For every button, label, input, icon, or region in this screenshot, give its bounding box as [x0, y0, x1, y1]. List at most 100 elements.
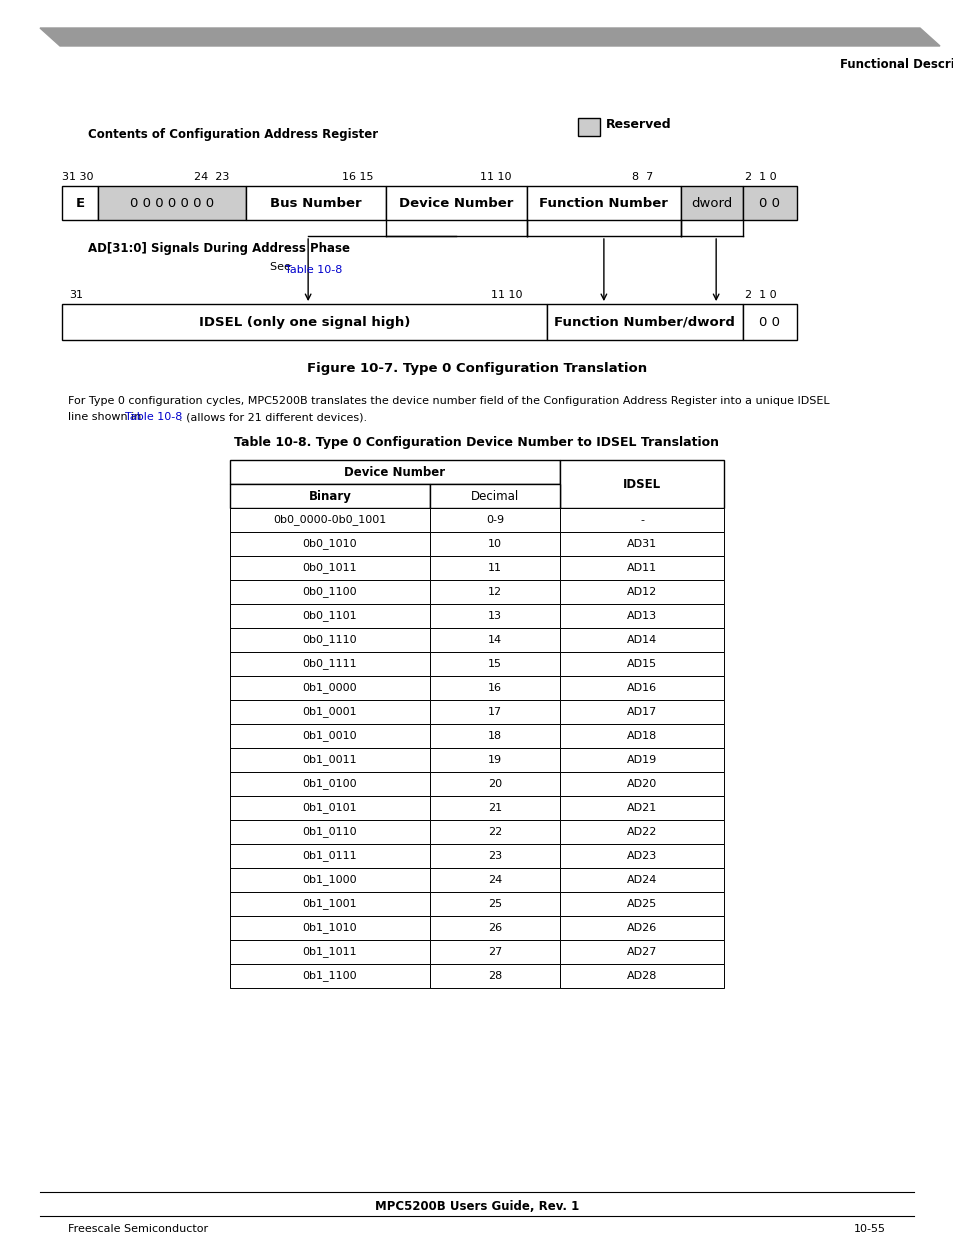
Text: 24: 24 — [487, 876, 501, 885]
Bar — [430, 844, 559, 868]
Text: 0b0_0000-0b0_1001: 0b0_0000-0b0_1001 — [274, 515, 386, 525]
Text: 31: 31 — [70, 290, 83, 300]
Text: 10-55: 10-55 — [853, 1224, 885, 1234]
Bar — [430, 892, 559, 916]
Bar — [559, 629, 723, 652]
Bar — [230, 629, 430, 652]
Bar — [230, 724, 430, 748]
Bar — [230, 484, 430, 508]
Text: 16: 16 — [488, 683, 501, 693]
Text: 0 0: 0 0 — [759, 315, 780, 329]
Text: 8  7: 8 7 — [632, 172, 653, 182]
Text: 0b1_0100: 0b1_0100 — [302, 778, 357, 789]
Bar — [559, 844, 723, 868]
Bar — [430, 676, 559, 700]
Text: 0b1_0000: 0b1_0000 — [302, 683, 357, 694]
Bar — [559, 652, 723, 676]
Bar — [230, 700, 430, 724]
Text: AD13: AD13 — [626, 611, 657, 621]
Bar — [430, 748, 559, 772]
Text: 0b1_0001: 0b1_0001 — [302, 706, 357, 718]
Text: IDSEL: IDSEL — [622, 478, 660, 490]
Text: Functional Description: Functional Description — [840, 58, 953, 70]
Bar — [559, 700, 723, 724]
Bar — [559, 916, 723, 940]
Text: Table 10-8. Type 0 Configuration Device Number to IDSEL Translation: Table 10-8. Type 0 Configuration Device … — [234, 436, 719, 450]
Bar — [559, 892, 723, 916]
Text: Reserved: Reserved — [605, 119, 671, 131]
Bar — [559, 797, 723, 820]
Bar — [230, 772, 430, 797]
Text: AD28: AD28 — [626, 971, 657, 981]
Text: AD25: AD25 — [626, 899, 657, 909]
Bar — [230, 508, 430, 532]
Text: 0b0_1011: 0b0_1011 — [302, 563, 357, 573]
Text: 0 0 0 0 0 0 0: 0 0 0 0 0 0 0 — [130, 196, 214, 210]
Text: 25: 25 — [487, 899, 501, 909]
Text: 31 30: 31 30 — [62, 172, 94, 182]
Bar — [559, 580, 723, 604]
Text: AD21: AD21 — [626, 803, 657, 813]
Text: Freescale Semiconductor: Freescale Semiconductor — [68, 1224, 208, 1234]
Text: 0b1_1000: 0b1_1000 — [302, 874, 357, 885]
Bar — [230, 556, 430, 580]
Bar — [430, 700, 559, 724]
Text: AD15: AD15 — [626, 659, 657, 669]
Bar — [62, 186, 98, 220]
Text: AD14: AD14 — [626, 635, 657, 645]
Bar — [430, 868, 559, 892]
Bar — [559, 820, 723, 844]
Text: 2  1 0: 2 1 0 — [743, 290, 776, 300]
Bar — [230, 580, 430, 604]
Text: AD11: AD11 — [626, 563, 657, 573]
Text: 11: 11 — [488, 563, 501, 573]
Text: 21: 21 — [487, 803, 501, 813]
Bar — [430, 724, 559, 748]
Text: 22: 22 — [487, 827, 501, 837]
Text: 27: 27 — [487, 947, 501, 957]
Bar — [230, 797, 430, 820]
Text: 0b1_0101: 0b1_0101 — [302, 803, 357, 814]
Polygon shape — [40, 28, 939, 46]
Text: Figure 10-7. Type 0 Configuration Translation: Figure 10-7. Type 0 Configuration Transl… — [307, 362, 646, 375]
Text: 0b0_1010: 0b0_1010 — [302, 538, 357, 550]
Bar — [430, 556, 559, 580]
Text: AD27: AD27 — [626, 947, 657, 957]
Bar — [559, 724, 723, 748]
Text: 24  23: 24 23 — [193, 172, 230, 182]
Bar — [230, 676, 430, 700]
Text: See: See — [270, 262, 294, 272]
Bar — [430, 604, 559, 629]
Bar — [559, 532, 723, 556]
Text: 0b1_1011: 0b1_1011 — [302, 946, 357, 957]
Bar — [230, 820, 430, 844]
Bar — [430, 940, 559, 965]
Bar — [230, 892, 430, 916]
Text: 23: 23 — [487, 851, 501, 861]
Bar — [559, 748, 723, 772]
Text: 0b0_1101: 0b0_1101 — [302, 610, 357, 621]
Text: 13: 13 — [488, 611, 501, 621]
Bar — [559, 940, 723, 965]
Text: 2  1 0: 2 1 0 — [744, 172, 777, 182]
Bar — [578, 119, 599, 136]
Text: 0b1_0011: 0b1_0011 — [302, 755, 357, 766]
Text: Contents of Configuration Address Register: Contents of Configuration Address Regist… — [88, 128, 377, 141]
Text: AD24: AD24 — [626, 876, 657, 885]
Bar — [430, 820, 559, 844]
Text: 11 10: 11 10 — [490, 290, 522, 300]
Bar — [230, 916, 430, 940]
Text: -: - — [639, 515, 643, 525]
Text: Table 10-8: Table 10-8 — [285, 266, 342, 275]
Text: line shown in: line shown in — [68, 412, 145, 422]
Text: dword: dword — [691, 196, 732, 210]
Text: AD20: AD20 — [626, 779, 657, 789]
Text: 17: 17 — [487, 706, 501, 718]
Bar — [430, 484, 559, 508]
Text: Function Number/dword: Function Number/dword — [554, 315, 735, 329]
Bar — [230, 940, 430, 965]
Text: 26: 26 — [487, 923, 501, 932]
Text: Binary: Binary — [308, 489, 351, 503]
Text: 0 0: 0 0 — [759, 196, 780, 210]
Bar — [559, 604, 723, 629]
